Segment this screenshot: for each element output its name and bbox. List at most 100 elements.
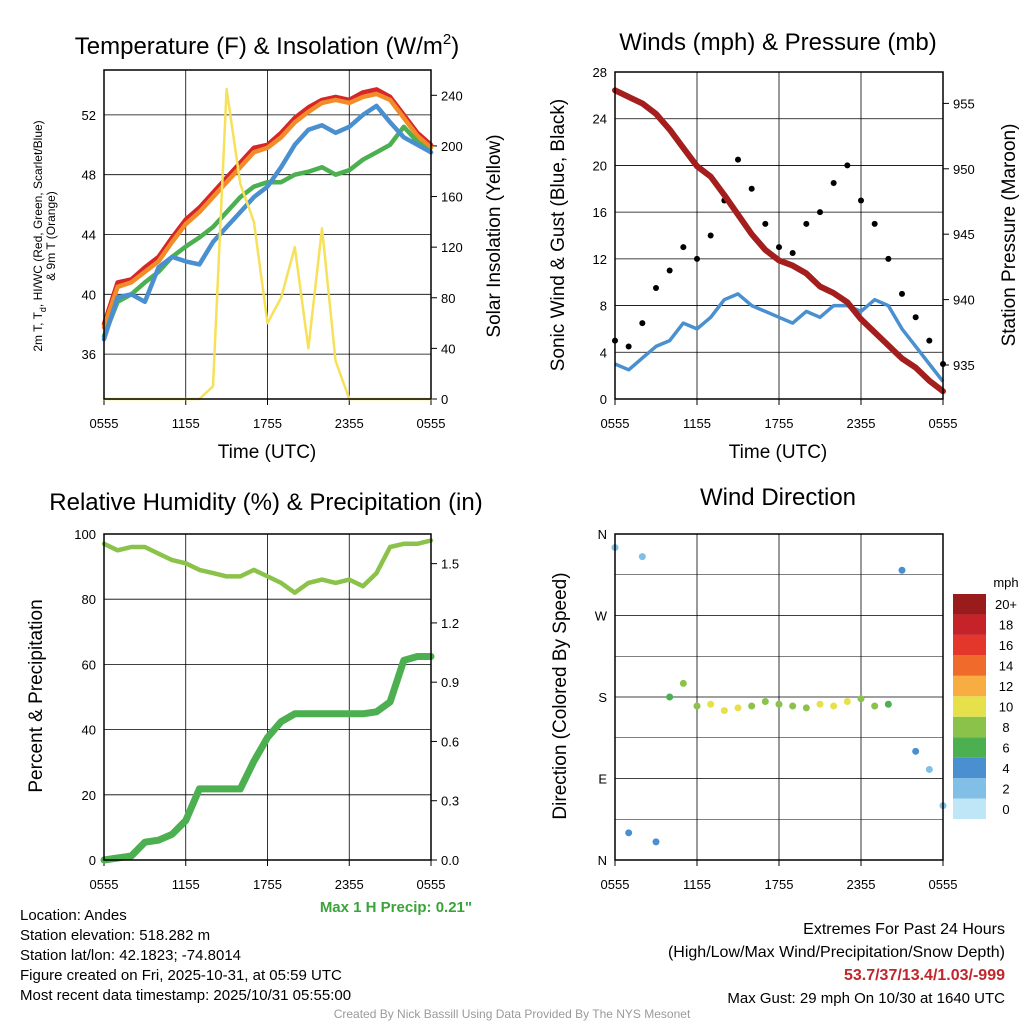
direction-point: [871, 702, 879, 710]
legend-swatch: [953, 655, 986, 676]
extremes-subtitle: (High/Low/Max Wind/Precipitation/Snow De…: [667, 944, 1005, 961]
gust-point: [762, 220, 769, 227]
pressure-line: [612, 87, 946, 395]
gust-point: [625, 343, 632, 350]
x-tick-label: 2355: [335, 416, 364, 431]
elevation-text: Station elevation: 518.282 m: [20, 927, 211, 944]
legend-title: mph: [993, 575, 1018, 590]
y2-tick-label: 950: [953, 162, 975, 177]
winds-ylabel: Sonic Wind & Gust (Blue, Black): [548, 99, 569, 371]
gust-point: [871, 220, 878, 227]
y-tick-label: 20: [82, 788, 96, 803]
humidity-ylabel: Percent & Precipitation: [26, 599, 47, 792]
direction-point: [884, 700, 892, 708]
plot-frame: [614, 71, 944, 400]
9m-t-line: [101, 91, 434, 330]
y-tick-label: E: [598, 772, 607, 787]
x-tick-label: 0555: [417, 877, 446, 892]
max-precip-annotation: Max 1 H Precip: 0.21": [320, 899, 472, 916]
legend-label: 10: [999, 700, 1013, 715]
extremes-title: Extremes For Past 24 Hours: [803, 921, 1005, 938]
station-info: Location: Andes Station elevation: 518.2…: [20, 906, 351, 1006]
extremes-values: 53.7/37/13.4/1.03/-999: [843, 967, 1005, 984]
x-tick-label: 1155: [683, 416, 711, 431]
winds-panel: Winds (mph) & Pressure (mb) Time (UTC) S…: [548, 29, 1020, 463]
gust-point: [885, 255, 892, 262]
gust-point: [748, 185, 755, 192]
gust-point: [899, 290, 905, 297]
y-tick-label: 28: [593, 65, 607, 80]
y-tick-label: 24: [593, 112, 607, 127]
x-tick-label: 1755: [765, 416, 794, 431]
y-tick-label: 48: [82, 168, 96, 183]
y2-tick-label: 955: [953, 96, 975, 111]
y-tick-label: N: [598, 527, 607, 542]
gust-point: [776, 244, 782, 251]
y2-tick-label: 1.5: [441, 557, 459, 572]
location-text: Location: Andes: [20, 907, 127, 924]
svg-text:& 9m T (Orange): & 9m T (Orange): [44, 191, 58, 281]
legend-label: 2: [1002, 781, 1009, 796]
y2-tick-label: 0.3: [441, 794, 459, 809]
x-tick-label: 1155: [683, 877, 711, 892]
y2-tick-label: 120: [441, 240, 463, 255]
legend-label: 18: [999, 618, 1013, 633]
gust-point: [666, 267, 673, 274]
legend-label: 14: [999, 659, 1013, 674]
humidity-title: Relative Humidity (%) & Precipitation (i…: [49, 489, 482, 516]
direction-point: [802, 704, 810, 712]
direction-point: [925, 765, 933, 773]
y-tick-label: 100: [74, 527, 96, 542]
wind-line: [614, 292, 945, 383]
wind-direction-ylabel: Direction (Colored By Speed): [550, 572, 571, 819]
x-tick-label: 0555: [90, 877, 119, 892]
legend-swatch: [953, 798, 986, 819]
direction-point: [652, 838, 660, 846]
x-tick-label: 1755: [765, 877, 794, 892]
gust-point: [694, 255, 700, 262]
y2-tick-label: 200: [441, 139, 463, 154]
gust-point: [803, 220, 810, 227]
legend-swatch: [953, 614, 986, 635]
y2-tick-label: 40: [441, 341, 455, 356]
temperature-y2label: Solar Insolation (Yellow): [484, 134, 505, 337]
gust-point: [844, 162, 851, 169]
direction-point: [830, 702, 838, 710]
direction-point: [898, 566, 906, 574]
y-tick-label: W: [595, 609, 608, 624]
x-tick-label: 1755: [253, 877, 282, 892]
latlon-text: Station lat/lon: 42.1823; -74.8014: [20, 947, 242, 964]
direction-point: [666, 693, 674, 701]
winds-y2label: Station Pressure (Maroon): [999, 124, 1020, 347]
y-tick-label: 16: [593, 205, 607, 220]
y-tick-label: 8: [600, 299, 607, 314]
plot-frame: [103, 533, 432, 861]
gust-point: [830, 179, 837, 186]
y2-tick-label: 0.9: [441, 675, 459, 690]
temperature-ylabel: 2m T, Td, HI/WC (Red, Green, Scarlet/Blu…: [31, 120, 58, 351]
gust-point: [680, 244, 687, 251]
legend-label: 8: [1002, 720, 1009, 735]
legend-label: 20+: [995, 597, 1017, 612]
temperature-title: Temperature (F) & Insolation (W/m2): [75, 31, 459, 60]
gust-point: [639, 320, 646, 327]
legend-swatch: [953, 696, 986, 717]
legend-label: 6: [1002, 740, 1009, 755]
legend-label: 16: [999, 638, 1013, 653]
hi-wc-line: [101, 103, 434, 342]
credit-text: Created By Nick Bassill Using Data Provi…: [333, 1007, 691, 1021]
y-tick-label: 40: [82, 723, 96, 738]
y-tick-label: 4: [600, 345, 607, 360]
x-tick-label: 2355: [847, 877, 876, 892]
y2-tick-label: 80: [441, 291, 455, 306]
temperature-xlabel: Time (UTC): [218, 442, 317, 463]
legend-label: 4: [1002, 761, 1009, 776]
gust-point: [707, 232, 714, 239]
y2-tick-label: 1.2: [441, 616, 459, 631]
direction-point: [775, 700, 783, 708]
rh-line: [101, 538, 434, 595]
legend-swatch: [953, 594, 986, 615]
gust-point: [912, 314, 919, 321]
2m-t-line: [101, 87, 434, 327]
direction-point: [843, 698, 851, 706]
